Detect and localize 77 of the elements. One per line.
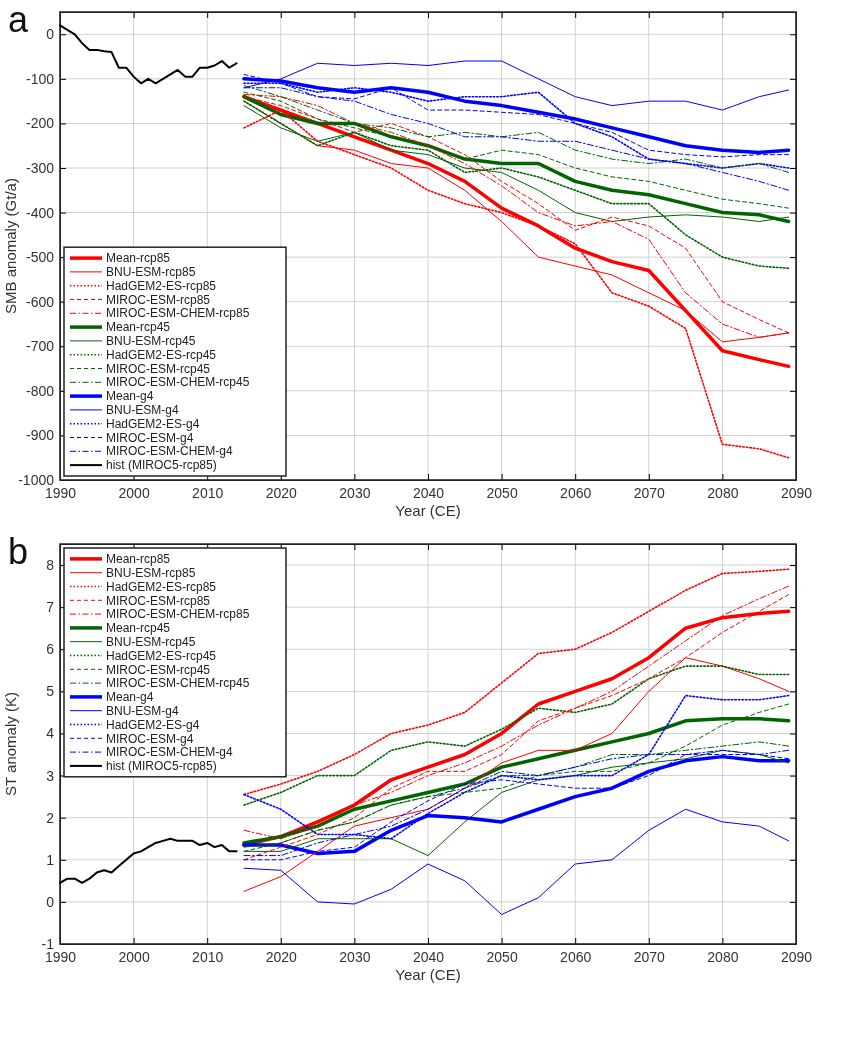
x-tick-label: 2050 <box>486 948 518 965</box>
y-tick-label: 8 <box>46 557 55 574</box>
x-axis-title: Year (CE) <box>395 502 461 519</box>
x-tick-label: 2040 <box>412 948 445 965</box>
x-tick-label: 2060 <box>560 484 592 501</box>
legend-label: MIROC-ESM-g4 <box>106 731 194 746</box>
legend-label: BNU-ESM-rcp45 <box>106 634 196 649</box>
legend-label: MIROC-ESM-CHEM-rcp45 <box>106 676 250 691</box>
y-tick-label: -300 <box>25 159 55 176</box>
y-tick-label: 6 <box>46 641 55 658</box>
legend-label: Mean-rcp85 <box>106 552 171 567</box>
y-tick-label: -900 <box>25 427 55 444</box>
y-tick-label: 7 <box>46 599 55 616</box>
legend-label: HadGEM2-ES-rcp85 <box>106 579 217 594</box>
y-axis-title: SMB anomaly (Gt/a) <box>2 178 19 314</box>
legend-label: hist (MIROC5-rcp85) <box>106 458 217 473</box>
y-tick-label: -500 <box>25 249 55 266</box>
legend-label: HadGEM2-ES-rcp45 <box>106 648 217 663</box>
x-tick-label: 2050 <box>486 484 518 501</box>
legend-label: MIROC-ESM-CHEM-g4 <box>106 745 233 760</box>
legend-label: MIROC-ESM-CHEM-rcp85 <box>106 607 250 622</box>
legend-label: MIROC-ESM-rcp45 <box>106 361 211 376</box>
x-tick-label: 2070 <box>633 948 666 965</box>
legend-label: HadGEM2-ES-rcp85 <box>106 278 217 293</box>
x-tick-label: 2000 <box>118 948 150 965</box>
chart-title: a <box>8 0 29 40</box>
legend-label: MIROC-ESM-CHEM-rcp45 <box>106 375 250 390</box>
y-tick-label: 5 <box>46 683 55 700</box>
legend-label: HadGEM2-ES-rcp45 <box>106 347 217 362</box>
x-tick-label: 2030 <box>339 484 371 501</box>
x-tick-label: 2080 <box>707 948 739 965</box>
y-tick-label: 0 <box>46 26 55 43</box>
legend-label: MIROC-ESM-rcp85 <box>106 593 211 608</box>
legend-label: BNU-ESM-g4 <box>106 403 180 418</box>
x-tick-label: 2040 <box>412 484 445 501</box>
legend-label: BNU-ESM-g4 <box>106 703 180 718</box>
legend-label: HadGEM2-ES-g4 <box>106 416 200 431</box>
x-tick-label: 2030 <box>339 948 371 965</box>
y-tick-label: 0 <box>46 893 55 910</box>
legend-label: HadGEM2-ES-g4 <box>106 717 200 732</box>
y-tick-label: -200 <box>25 115 55 132</box>
legend-label: Mean-g4 <box>106 690 154 705</box>
legend-label: MIROC-ESM-rcp85 <box>106 292 211 307</box>
x-tick-label: 2020 <box>265 948 298 965</box>
legend-label: BNU-ESM-rcp45 <box>106 334 196 349</box>
x-tick-label: 2010 <box>192 484 224 501</box>
x-tick-label: 2060 <box>560 948 592 965</box>
legend-label: Mean-g4 <box>106 389 154 404</box>
y-tick-label: 4 <box>46 725 55 742</box>
legend-label: MIROC-ESM-rcp45 <box>106 662 211 677</box>
x-tick-label: 2000 <box>118 484 150 501</box>
legend-label: MIROC-ESM-CHEM-rcp85 <box>106 306 250 321</box>
y-tick-label: -100 <box>25 70 55 87</box>
x-tick-label: 2010 <box>192 948 224 965</box>
y-tick-label: -400 <box>25 204 55 221</box>
legend-label: MIROC-ESM-CHEM-g4 <box>106 444 233 459</box>
x-axis-title: Year (CE) <box>395 966 461 983</box>
legend-label: MIROC-ESM-g4 <box>106 430 194 445</box>
x-tick-label: 2090 <box>780 484 813 501</box>
y-tick-label: -700 <box>25 338 55 355</box>
legend-label: Mean-rcp45 <box>106 621 171 636</box>
y-tick-label: -800 <box>25 382 55 399</box>
legend-label: hist (MIROC5-rcp85) <box>106 759 217 774</box>
y-tick-label: 2 <box>46 809 55 826</box>
y-tick-label: 1 <box>46 851 55 868</box>
y-tick-label: 3 <box>46 767 55 784</box>
legend-label: BNU-ESM-rcp85 <box>106 565 196 580</box>
x-tick-label: 2080 <box>707 484 739 501</box>
chart-title: b <box>8 531 29 572</box>
x-tick-label: 2070 <box>633 484 666 501</box>
x-tick-label: 2090 <box>780 948 813 965</box>
legend-label: Mean-rcp45 <box>106 320 171 335</box>
y-tick-label: -600 <box>25 293 55 310</box>
x-tick-label: 2020 <box>265 484 298 501</box>
legend-label: Mean-rcp85 <box>106 251 171 266</box>
y-axis-title: ST anomaly (K) <box>2 692 19 796</box>
legend-label: BNU-ESM-rcp85 <box>106 265 196 280</box>
